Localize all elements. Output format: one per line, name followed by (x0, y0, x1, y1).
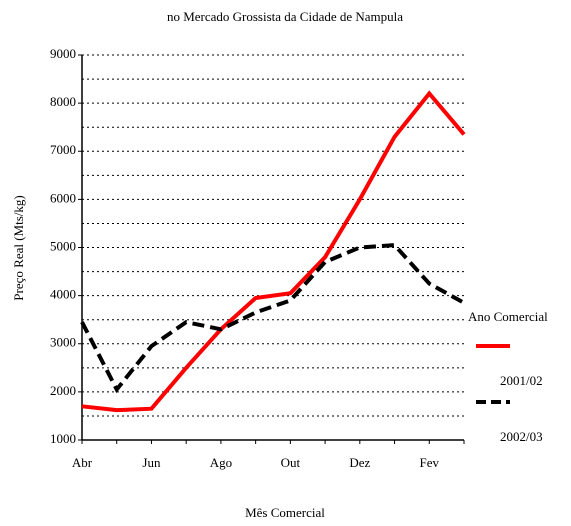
x-axis-label: Mês Comercial (245, 505, 325, 520)
y-tick-label: 1000 (50, 431, 76, 446)
x-tick-label: Ago (210, 455, 232, 470)
y-tick-label: 7000 (50, 142, 76, 157)
series-line (81, 90, 466, 413)
y-tick-label: 8000 (50, 94, 76, 109)
legend-label: 2002/03 (500, 429, 543, 444)
x-tick-label: Fev (420, 455, 440, 470)
series-line (80, 243, 465, 394)
y-tick-label: 4000 (50, 287, 76, 302)
y-tick-label: 3000 (50, 335, 76, 350)
y-tick-label: 2000 (50, 383, 76, 398)
y-tick-label: 9000 (50, 46, 76, 61)
x-tick-label: Dez (349, 455, 370, 470)
x-tick-label: Abr (72, 455, 93, 470)
legend-label: 2001/02 (500, 373, 543, 388)
y-axis-label: Preço Real (Mts/kg) (11, 195, 26, 300)
legend-title: Ano Comercial (468, 309, 548, 324)
chart-title: no Mercado Grossista da Cidade de Nampul… (167, 9, 403, 24)
x-tick-label: Out (281, 455, 301, 470)
y-tick-label: 5000 (50, 238, 76, 253)
y-tick-label: 6000 (50, 190, 76, 205)
x-tick-label: Jun (142, 455, 161, 470)
